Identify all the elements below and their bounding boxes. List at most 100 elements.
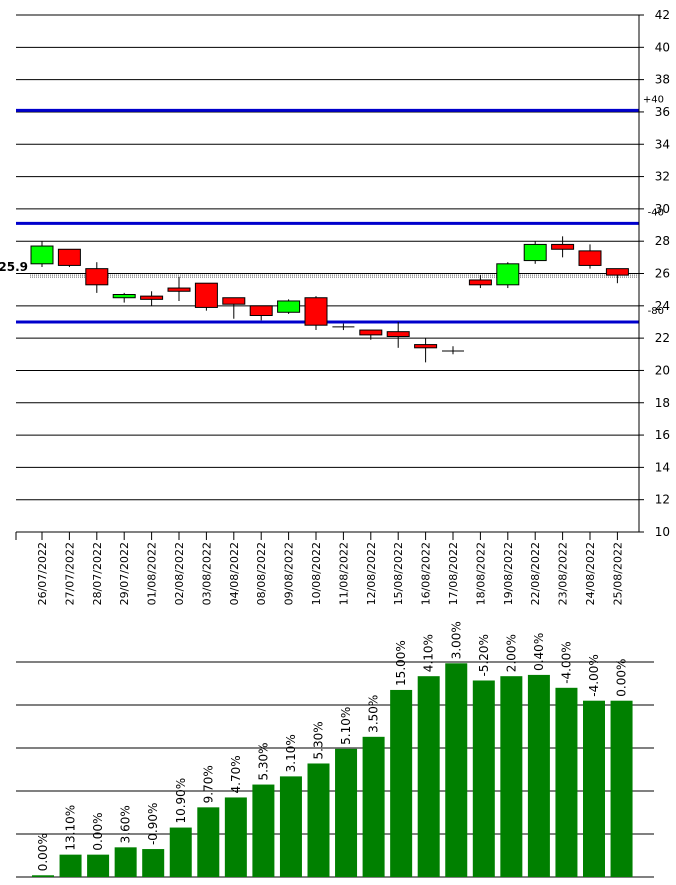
bar-value-label: 9.70% [201,765,215,803]
level-label: -80 [648,306,664,317]
y-tick-label: 22 [655,331,670,345]
candles [30,236,629,363]
bar-value-label: 10.90% [174,778,188,824]
y-tick-label: 14 [655,460,670,474]
level-lines: +40 -40 -80 [16,94,664,324]
x-tick-label: 26/07/2022 [36,542,49,605]
candle-body [523,243,547,262]
bar [472,680,495,877]
y-tick-label: 42 [655,8,670,22]
x-tick-label: 27/07/2022 [63,542,76,605]
bar [335,748,358,877]
candle-body [386,331,410,338]
bar [87,854,110,877]
bar [252,784,275,877]
bar-value-label: 5.10% [339,707,353,745]
candle-body [112,294,136,299]
bar [114,847,137,877]
x-tick-label: 22/08/2022 [529,542,542,605]
candle [496,262,520,289]
candle [332,323,355,331]
candle [523,241,547,264]
candle-body [194,282,218,308]
bar-value-label: 0.00% [615,659,629,697]
bars [32,663,633,877]
bar [59,854,82,877]
x-tick-label: 18/08/2022 [474,542,487,605]
y-tick-label: 36 [655,105,670,119]
x-tick-label: 01/08/2022 [146,542,159,605]
y-tick-label: 32 [655,170,670,184]
candle-body [605,268,629,276]
y-tick-label: 34 [655,137,670,151]
y-tick-label: 40 [655,40,670,54]
bar [555,687,578,877]
candle [112,292,136,303]
x-tick-label: 15/08/2022 [392,542,405,605]
bar [362,736,385,877]
bar [445,663,468,877]
candle [578,244,602,269]
y-tick-label: 12 [655,493,670,507]
bar-value-label: 5.30% [256,742,270,780]
bar-value-label: 0.40% [532,633,546,671]
candle [57,248,81,268]
candle-body [468,279,492,286]
bar [390,689,413,877]
bar [610,700,633,877]
bar [307,763,330,877]
bar [279,776,302,877]
candle-body [222,297,246,305]
x-tick-label: 12/08/2022 [365,542,378,605]
bar-value-label: 5.30% [312,721,326,759]
bar-value-label: 3.60% [119,805,133,843]
bar-value-label: 3.00% [449,621,463,659]
x-tick-label: 29/07/2022 [118,542,131,605]
candle-body [249,305,273,317]
candle [222,297,246,319]
y-tick-label: 30 [655,202,670,216]
bar [527,674,550,877]
bar-value-label: 0.00% [36,833,50,871]
candle-body [359,329,383,336]
y-tick-label: 24 [655,299,670,313]
candle-body [551,243,575,250]
candle [442,346,464,355]
y-tick-label: 26 [655,267,670,281]
bar-value-label: 2.00% [504,634,518,672]
x-tick-label: 02/08/2022 [173,542,186,605]
y-tick-label: 18 [655,396,670,410]
candle [140,291,164,306]
bar-value-label: 4.10% [422,634,436,672]
candle [85,262,109,293]
y-tick-label: 10 [655,525,670,539]
candle [414,338,438,363]
candle-body [140,295,164,300]
date-axis: 26/07/2022 27/07/2022 28/07/2022 29/07/2022… [15,531,639,605]
candle [167,276,191,301]
candle [194,282,218,311]
candle-body [167,287,191,292]
last-price-label: 25.9 [0,260,28,274]
candle-body [414,344,438,349]
x-tick-label: 11/08/2022 [337,542,350,605]
bar-value-label: -0.90% [146,803,160,845]
candle-body [30,245,54,265]
bar-value-label: 3.50% [367,695,381,733]
bar [583,700,605,877]
candle [359,329,383,340]
candle [468,275,492,289]
x-tick-label: 08/08/2022 [255,542,268,605]
bar [417,676,440,877]
x-tick-label: 09/08/2022 [283,542,296,605]
bar [169,827,192,877]
candle [551,236,575,258]
candle-body [578,250,602,266]
x-tick-label: 24/08/2022 [584,542,597,605]
candle-body [85,268,109,286]
x-tick-label: 17/08/2022 [447,542,460,605]
candle [304,296,328,331]
bar-value-label: -4.00% [587,654,601,696]
last-price-marker: 25.9 [0,260,639,278]
level-label: +40 [643,94,664,105]
